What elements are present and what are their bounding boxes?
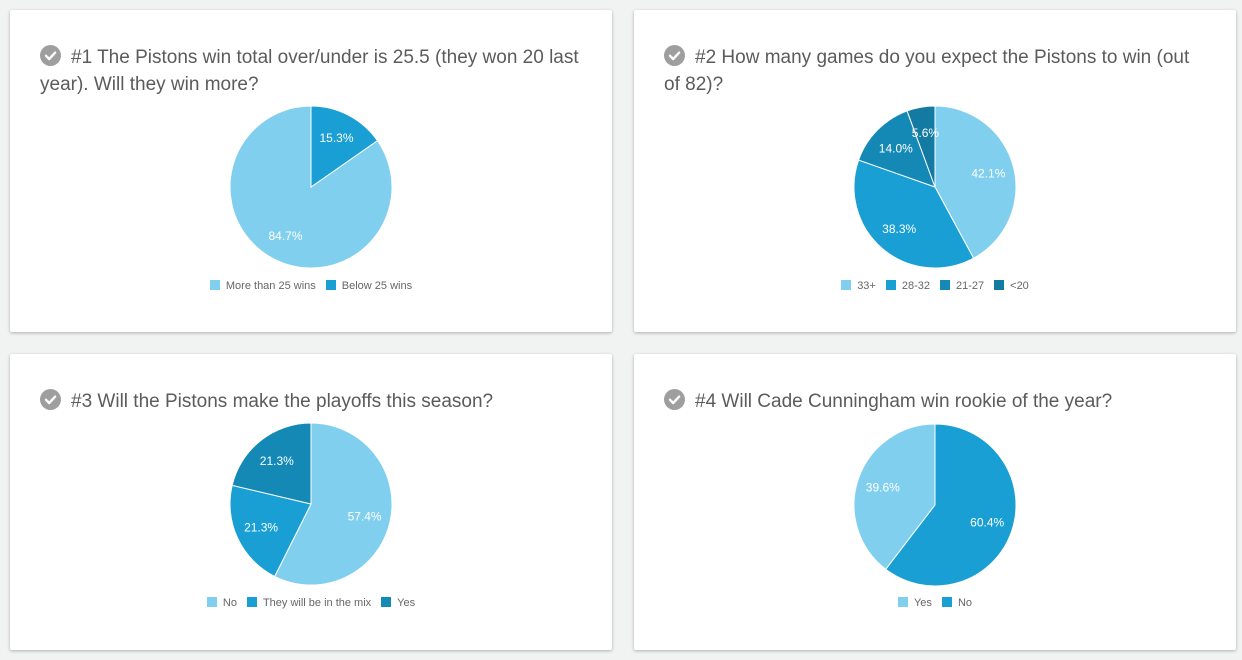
pie-slice-1 xyxy=(274,422,393,586)
legend-item: More than 25 wins xyxy=(209,280,316,292)
chart-legend: Yes No xyxy=(634,597,1236,609)
pie-slice-2 xyxy=(310,105,379,188)
poll-card-2: #2 How many games do you expect the Pist… xyxy=(634,10,1236,332)
legend-label: 28-32 xyxy=(901,280,930,292)
legend-swatch xyxy=(381,597,392,607)
legend-label: Yes xyxy=(397,597,416,609)
pie-slice-2 xyxy=(853,159,975,269)
chart-legend: No They will be in the mix Yes xyxy=(10,597,612,609)
legend-label: More than 25 wins xyxy=(225,280,316,292)
legend-swatch xyxy=(885,280,896,290)
legend-swatch xyxy=(940,280,950,290)
question-title: #4 Will Cade Cunningham win rookie of th… xyxy=(695,391,1113,412)
legend-label: <20 xyxy=(1010,280,1029,292)
pie-slice-3 xyxy=(231,422,312,505)
question-header: #4 Will Cade Cunningham win rookie of th… xyxy=(664,388,1208,415)
legend-label: 21-27 xyxy=(956,280,985,292)
slice-label-1: 39.6% xyxy=(866,480,900,494)
legend-label: No xyxy=(957,597,972,609)
pie-slice-1 xyxy=(934,105,1017,259)
legend-label: 33+ xyxy=(857,280,876,292)
legend-label: Below 25 wins xyxy=(341,280,413,292)
legend-swatch xyxy=(209,280,220,290)
legend-item: 28-32 xyxy=(885,280,930,292)
pie-chart: 84.7% 15.3% xyxy=(229,105,393,269)
legend-label: They will be in the mix xyxy=(262,597,372,609)
pie-slice-1 xyxy=(853,423,936,571)
legend-swatch xyxy=(206,597,217,607)
pie-slice-2 xyxy=(229,484,312,578)
legend-item: 33+ xyxy=(841,280,876,292)
legend-swatch xyxy=(841,280,852,290)
legend-item: Yes xyxy=(897,597,932,609)
question-title: #1 The Pistons win total over/under is 2… xyxy=(40,47,579,95)
slice-label-2: 21.3% xyxy=(244,520,278,534)
check-circle-icon xyxy=(40,45,61,66)
legend-swatch xyxy=(897,597,908,607)
pie-slice-4 xyxy=(906,105,936,188)
legend-label: No xyxy=(222,597,237,609)
poll-card-3: #3 Will the Pistons make the playoffs th… xyxy=(10,354,612,650)
slice-label-1: 57.4% xyxy=(348,510,382,524)
pie-chart: 39.6% 60.4% xyxy=(853,423,1017,587)
legend-item: No xyxy=(941,597,972,609)
check-circle-icon xyxy=(664,45,685,66)
legend-item: They will be in the mix xyxy=(246,597,372,609)
legend-item: Below 25 wins xyxy=(325,280,413,292)
chart-legend: 33+ 28-32 21-27 <20 xyxy=(634,280,1236,292)
poll-card-4: #4 Will Cade Cunningham win rookie of th… xyxy=(634,354,1236,650)
check-circle-icon xyxy=(40,389,61,410)
slice-label-2: 60.4% xyxy=(970,516,1004,530)
legend-item: Yes xyxy=(381,597,415,609)
question-header: #2 How many games do you expect the Pist… xyxy=(664,44,1208,98)
pie-chart: 57.4% 21.3% 21.3% xyxy=(229,422,393,586)
slice-label-4: 5.6% xyxy=(912,126,940,140)
question-title: #2 How many games do you expect the Pist… xyxy=(664,47,1190,95)
question-header: #1 The Pistons win total over/under is 2… xyxy=(40,44,584,98)
pie-slice-3 xyxy=(857,110,936,188)
slice-label-3: 14.0% xyxy=(879,141,913,155)
legend-label: Yes xyxy=(913,597,932,609)
question-title: #3 Will the Pistons make the playoffs th… xyxy=(71,391,494,412)
legend-item: No xyxy=(206,597,237,609)
legend-item: 21-27 xyxy=(940,280,984,292)
legend-item: <20 xyxy=(994,280,1029,292)
slice-label-2: 15.3% xyxy=(319,131,353,145)
slice-label-1: 42.1% xyxy=(971,167,1005,181)
legend-swatch xyxy=(941,597,952,607)
legend-swatch xyxy=(325,280,336,290)
slice-label-3: 21.3% xyxy=(260,454,294,468)
legend-swatch xyxy=(994,280,1005,290)
pie-chart: 42.1% 38.3% 14.0%5.6% xyxy=(853,105,1017,269)
chart-legend: More than 25 wins Below 25 wins xyxy=(10,280,612,292)
legend-swatch xyxy=(246,597,257,607)
check-circle-icon xyxy=(664,389,685,410)
slice-label-1: 84.7% xyxy=(268,229,302,243)
slice-label-2: 38.3% xyxy=(882,222,916,236)
question-header: #3 Will the Pistons make the playoffs th… xyxy=(40,388,584,415)
pie-slice-2 xyxy=(885,423,1017,587)
poll-card-1: #1 The Pistons win total over/under is 2… xyxy=(10,10,612,332)
